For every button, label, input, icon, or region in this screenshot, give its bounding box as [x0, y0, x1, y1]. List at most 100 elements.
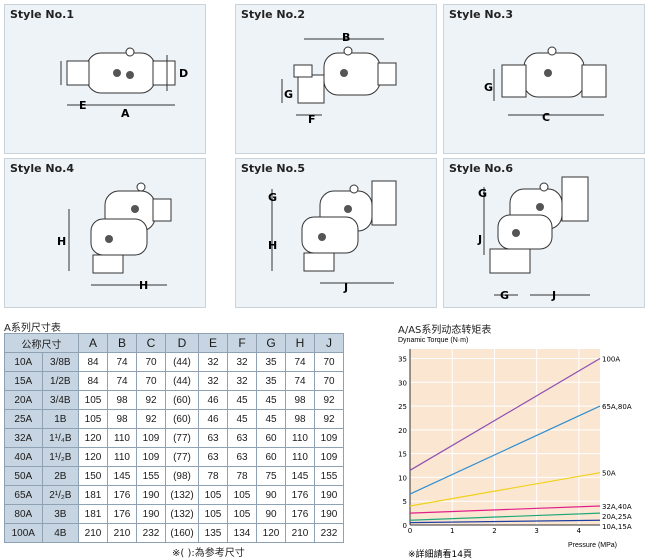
col-header: A: [78, 333, 108, 353]
value-cell: 32: [227, 352, 257, 372]
dim-label: J: [477, 233, 482, 246]
value-cell: 92: [314, 390, 344, 410]
dim-label: A: [121, 107, 130, 120]
dim-label: B: [342, 31, 350, 44]
x-axis-label: Pressure (MPa): [568, 542, 617, 549]
col-header: E: [198, 333, 228, 353]
col-header: B: [107, 333, 137, 353]
value-cell: (132): [165, 485, 199, 505]
table-note: ※( ):為参考尺寸: [172, 548, 245, 559]
style-panel-3: Style No.3 G C: [443, 4, 645, 154]
table-row: 25A 1B 105 98 92 (60) 46 45 45 98 92: [4, 409, 344, 429]
value-cell: (44): [165, 371, 199, 391]
style-panel-6: Style No.6 G J G J: [443, 158, 645, 308]
col-header: H: [285, 333, 315, 353]
value-cell: 74: [285, 352, 315, 372]
y-tick-label: 30: [398, 379, 407, 387]
y-tick-label: 15: [398, 451, 407, 459]
dim-label: H: [139, 279, 148, 292]
y-tick-label: 0: [403, 522, 407, 530]
value-cell: 105: [198, 504, 228, 524]
value-cell: 109: [314, 428, 344, 448]
dim-label: D: [179, 67, 188, 80]
inch-cell: 2B: [41, 466, 80, 486]
table-row: 65A 2¹/₂B 181 176 190 (132) 105 105 90 176 190: [4, 485, 344, 505]
x-tick-label: 4: [577, 527, 582, 535]
x-tick-label: 0: [408, 527, 412, 535]
value-cell: 120: [256, 523, 286, 543]
value-cell: 70: [136, 371, 166, 391]
dim-label: G: [268, 191, 277, 204]
size-cell: 15A: [4, 371, 43, 391]
value-cell: 35: [256, 352, 286, 372]
value-cell: (44): [165, 352, 199, 372]
value-cell: 90: [256, 504, 286, 524]
inch-cell: 3B: [41, 504, 80, 524]
dim-label: H: [57, 235, 66, 248]
series-line: [409, 405, 601, 495]
dim-label: C: [542, 111, 550, 124]
table-row: 20A 3/4B 105 98 92 (60) 46 45 45 98 92: [4, 390, 344, 410]
x-tick-label: 3: [534, 527, 538, 535]
value-cell: 110: [285, 447, 315, 467]
value-cell: 92: [136, 390, 166, 410]
y-tick-label: 35: [398, 356, 407, 364]
value-cell: 190: [314, 485, 344, 505]
dim-label: E: [79, 99, 87, 112]
value-cell: 46: [198, 390, 228, 410]
table-row: 80A 3B 181 176 190 (132) 105 105 90 176 190: [4, 504, 344, 524]
value-cell: (77): [165, 447, 199, 467]
value-cell: 190: [136, 504, 166, 524]
inch-cell: 3/8B: [41, 352, 80, 372]
value-cell: (160): [165, 523, 199, 543]
style-title: Style No.6: [449, 162, 514, 175]
style-panel-4: Style No.4 H H: [4, 158, 206, 308]
style-title: Style No.4: [10, 162, 75, 175]
value-cell: 75: [256, 466, 286, 486]
series-line: [409, 512, 601, 521]
inch-cell: 1¹/₂B: [41, 447, 80, 467]
dim-label: J: [551, 289, 556, 302]
table-title: A系列尺寸表: [4, 323, 61, 334]
chart-title: A/AS系列动态转矩表: [398, 325, 492, 336]
plot-background: [410, 349, 600, 525]
size-cell: 10A: [4, 352, 43, 372]
value-cell: 109: [136, 428, 166, 448]
value-cell: 98: [285, 409, 315, 429]
value-cell: (132): [165, 504, 199, 524]
value-cell: 92: [314, 409, 344, 429]
y-tick-label: 25: [398, 403, 407, 411]
value-cell: 46: [198, 409, 228, 429]
value-cell: 45: [256, 390, 286, 410]
dim-label: J: [343, 281, 348, 294]
table-row: 40A 1¹/₂B 120 110 109 (77) 63 63 60 110 109: [4, 447, 344, 467]
col-header: J: [314, 333, 344, 353]
y-tick-label: 10: [398, 474, 407, 482]
size-cell: 50A: [4, 466, 43, 486]
value-cell: 63: [198, 447, 228, 467]
style-panel-1: Style No.1 E D A: [4, 4, 206, 154]
value-cell: 176: [285, 485, 315, 505]
style-6-drawing: G J G J: [477, 176, 590, 302]
value-cell: 92: [136, 409, 166, 429]
value-cell: (77): [165, 428, 199, 448]
value-cell: 63: [198, 428, 228, 448]
value-cell: 60: [256, 447, 286, 467]
dimension-table: 公称尺寸 A B C D E F G H J 10A 3/8B 84 74 70 (44)…: [4, 333, 344, 543]
value-cell: 105: [78, 409, 108, 429]
style-title: Style No.5: [241, 162, 306, 175]
series-line: [409, 472, 601, 507]
value-cell: (60): [165, 390, 199, 410]
value-cell: (98): [165, 466, 199, 486]
torque-chart: Dynamic Torque (N·m) Pressure (MPa) ※詳細請…: [398, 337, 632, 559]
value-cell: 145: [285, 466, 315, 486]
series-label: 20A,25A: [602, 513, 632, 521]
value-cell: 181: [78, 504, 108, 524]
value-cell: 74: [107, 352, 137, 372]
style-2-drawing: B G F: [281, 31, 397, 126]
y-axis-label: Dynamic Torque (N·m): [398, 337, 468, 344]
value-cell: 98: [285, 390, 315, 410]
series-label: 100A: [602, 356, 620, 364]
style-panel-2: Style No.2 B G F: [235, 4, 437, 154]
size-cell: 25A: [4, 409, 43, 429]
